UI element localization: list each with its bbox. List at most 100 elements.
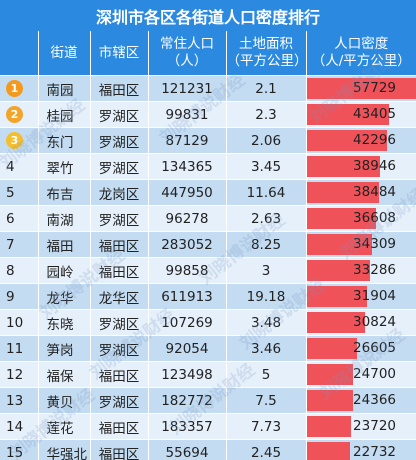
- area-cell: 2.63: [226, 205, 307, 232]
- rank-cell: 11: [0, 335, 39, 362]
- table-row: 14 莲花 福田区 183357 7.73 23720: [0, 413, 416, 440]
- density-value: 57729: [353, 80, 396, 96]
- area-cell: 11.64: [226, 179, 307, 206]
- population-cell: 182772: [148, 387, 227, 414]
- density-value: 30824: [353, 314, 396, 330]
- density-bar-track: 31904: [306, 284, 416, 309]
- density-bar: [306, 442, 350, 460]
- rank-cell: 4: [0, 153, 39, 180]
- density-bar-track: 42296: [306, 128, 416, 153]
- population-cell: 183357: [148, 413, 227, 440]
- table-row: 2 桂园 罗湖区 99831 2.3 43405: [0, 101, 416, 128]
- header-area-line2: （平方公里）: [226, 53, 308, 69]
- density-bar-track: 43405: [306, 102, 416, 127]
- table-row: 15 华强北 福田区 55694 2.45 22732: [0, 439, 416, 460]
- header-rank: [0, 31, 39, 76]
- density-bar-track: 30824: [306, 310, 416, 335]
- table-row: 5 布吉 龙岗区 447950 11.64 38484: [0, 179, 416, 206]
- table-row: 4 翠竹 罗湖区 134365 3.45 38946: [0, 153, 416, 180]
- header-row: 街道 市辖区 常住人口 （人） 土地面积 （平方公里） 人口密度 （人/平方公里…: [0, 31, 416, 76]
- density-cell: 22732: [306, 439, 416, 460]
- rank-cell: 2: [0, 101, 39, 128]
- rank-number: 12: [6, 366, 24, 383]
- table-row: 9 龙华 龙华区 611913 19.18 31904: [0, 283, 416, 310]
- density-cell: 30824: [306, 309, 416, 336]
- density-table: 街道 市辖区 常住人口 （人） 土地面积 （平方公里） 人口密度 （人/平方公里…: [0, 31, 416, 460]
- table-row: 7 福田 福田区 283052 8.25 34309: [0, 231, 416, 258]
- district-cell: 龙岗区: [90, 179, 149, 206]
- density-bar-track: 38484: [306, 180, 416, 205]
- density-cell: 42296: [306, 127, 416, 154]
- population-cell: 92054: [148, 335, 227, 362]
- rank-number: 9: [6, 288, 15, 305]
- area-cell: 2.06: [226, 127, 307, 154]
- street-cell: 福保: [38, 361, 91, 388]
- population-cell: 99858: [148, 257, 227, 284]
- density-bar: [306, 182, 380, 203]
- rank-number: 11: [6, 340, 24, 357]
- density-value: 31904: [353, 288, 396, 304]
- rank-cell: 7: [0, 231, 39, 258]
- district-cell: 罗湖区: [90, 127, 149, 154]
- district-cell: 罗湖区: [90, 205, 149, 232]
- district-cell: 福田区: [90, 231, 149, 258]
- street-cell: 东晓: [38, 309, 91, 336]
- street-cell: 莲花: [38, 413, 91, 440]
- density-bar: [306, 156, 381, 177]
- district-cell: 罗湖区: [90, 335, 149, 362]
- density-cell: 23720: [306, 413, 416, 440]
- population-cell: 87129: [148, 127, 227, 154]
- header-district: 市辖区: [90, 31, 149, 76]
- table-body: 1 南园 福田区 121231 2.1 57729 2 桂园 罗湖区 99831 2.3 43405 3…: [0, 75, 416, 460]
- header-area: 土地面积 （平方公里）: [226, 31, 308, 76]
- density-bar: [306, 234, 372, 255]
- rank-cell: 14: [0, 413, 39, 440]
- density-bar: [306, 104, 389, 125]
- density-bar: [306, 130, 387, 151]
- population-cell: 611913: [148, 283, 227, 310]
- density-value: 24366: [353, 392, 396, 408]
- density-bar-track: 24700: [306, 362, 416, 387]
- density-cell: 33286: [306, 257, 416, 284]
- rank-cell: 9: [0, 283, 39, 310]
- street-cell: 桂园: [38, 101, 91, 128]
- density-value: 24700: [353, 366, 396, 382]
- density-bar-track: 36608: [306, 206, 416, 231]
- density-cell: 43405: [306, 101, 416, 128]
- district-cell: 福田区: [90, 439, 149, 460]
- rank-cell: 6: [0, 205, 39, 232]
- population-cell: 447950: [148, 179, 227, 206]
- district-cell: 罗湖区: [90, 387, 149, 414]
- density-value: 38484: [353, 184, 396, 200]
- area-cell: 7.5: [226, 387, 307, 414]
- density-value: 36608: [353, 210, 396, 226]
- population-cell: 96278: [148, 205, 227, 232]
- district-cell: 罗湖区: [90, 101, 149, 128]
- area-cell: 8.25: [226, 231, 307, 258]
- header-population-line2: （人）: [166, 53, 208, 69]
- street-cell: 华强北: [38, 439, 91, 460]
- rank-cell: 10: [0, 309, 39, 336]
- density-value: 34309: [353, 236, 396, 252]
- district-cell: 福田区: [90, 413, 149, 440]
- density-bar-track: 26605: [306, 336, 416, 361]
- table-row: 8 园岭 福田区 99858 3 33286: [0, 257, 416, 284]
- density-cell: 24366: [306, 387, 416, 414]
- density-cell: 38946: [306, 153, 416, 180]
- area-cell: 3.45: [226, 153, 307, 180]
- rank-number: 15: [6, 444, 24, 460]
- street-cell: 翠竹: [38, 153, 91, 180]
- rank-cell: 3: [0, 127, 39, 154]
- street-cell: 布吉: [38, 179, 91, 206]
- street-cell: 黄贝: [38, 387, 91, 414]
- density-bar-track: 34309: [306, 232, 416, 257]
- street-cell: 福田: [38, 231, 91, 258]
- rank-number: 14: [6, 418, 24, 435]
- population-cell: 134365: [148, 153, 227, 180]
- density-value: 23720: [353, 418, 396, 434]
- density-cell: 34309: [306, 231, 416, 258]
- area-cell: 2.45: [226, 439, 307, 460]
- density-value: 22732: [353, 444, 396, 460]
- street-cell: 东门: [38, 127, 91, 154]
- population-cell: 283052: [148, 231, 227, 258]
